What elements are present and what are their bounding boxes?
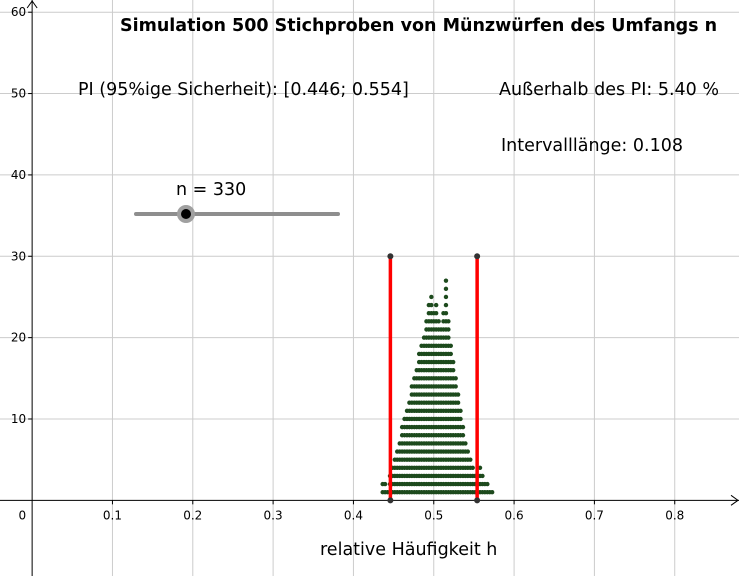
interval-bottom-point-upper — [474, 497, 481, 504]
sample-size-slider[interactable]: n = 330 — [120, 180, 360, 230]
data-point — [480, 473, 485, 479]
y-tick-label: 50 — [11, 87, 26, 101]
data-point — [450, 367, 456, 373]
interval-bottom-point-lower — [387, 497, 394, 504]
interval-top-point-lower — [387, 253, 394, 260]
data-point — [489, 490, 495, 495]
data-point — [450, 359, 456, 365]
data-point — [446, 319, 451, 324]
data-point — [458, 416, 463, 422]
data-point — [470, 465, 475, 470]
x-axis-arrow — [730, 494, 739, 506]
data-point — [443, 286, 449, 292]
data-point — [458, 408, 463, 414]
slider-knob[interactable] — [176, 205, 195, 223]
x-tick-label: 0.7 — [585, 508, 604, 522]
data-point — [448, 351, 453, 357]
outside-interval-text: Außerhalb des PI: 5.40 % — [499, 80, 719, 100]
data-point — [443, 302, 449, 308]
x-tick-label: 0.2 — [183, 508, 202, 522]
y-tick-label: 40 — [11, 168, 26, 182]
chart-title: Simulation 500 Stichproben von Münzwürfe… — [120, 16, 718, 36]
x-tick-label: 0.4 — [344, 508, 363, 522]
y-axis-arrow — [26, 0, 38, 9]
data-point — [453, 376, 458, 381]
histogram-points — [380, 278, 495, 495]
x-tick-label: 0.1 — [103, 508, 122, 522]
data-point — [455, 392, 461, 397]
data-point — [463, 441, 468, 446]
data-point — [436, 319, 441, 324]
data-point — [446, 327, 451, 332]
data-point — [433, 311, 439, 316]
interval-top-point-upper — [474, 253, 481, 260]
data-point — [446, 335, 451, 340]
data-point — [465, 449, 471, 454]
slider-knob-center — [180, 209, 191, 219]
data-point — [448, 343, 453, 348]
prognosis-interval — [387, 253, 481, 504]
prognosis-interval-text: PI (95%ige Sicherheit): [0.446; 0.554] — [78, 80, 409, 100]
data-point — [453, 384, 458, 389]
data-point — [382, 481, 388, 487]
data-point — [455, 400, 461, 405]
x-tick-label: 0.6 — [505, 508, 524, 522]
data-point — [443, 311, 449, 316]
data-point — [460, 424, 466, 430]
origin-label: 0 — [18, 508, 26, 522]
y-tick-label: 30 — [11, 249, 26, 263]
slider-track[interactable] — [134, 212, 340, 216]
tick-labels: 0.1 0.2 0.3 0.4 0.5 0.6 0.7 0.8 10 20 30 40 50 60 0 — [11, 5, 684, 522]
data-point — [460, 433, 466, 438]
y-tick-label: 20 — [11, 331, 26, 345]
data-point — [433, 302, 439, 308]
y-tick-label: 60 — [11, 5, 26, 19]
data-point — [443, 294, 449, 300]
data-point — [477, 465, 483, 470]
data-point — [443, 278, 449, 283]
x-tick-label: 0.3 — [264, 508, 283, 522]
x-tick-label: 0.5 — [424, 508, 443, 522]
data-point — [429, 294, 434, 300]
data-point — [485, 481, 490, 487]
x-axis-label: relative Häufigkeit h — [320, 540, 498, 560]
data-point — [468, 457, 473, 462]
data-point — [429, 302, 434, 308]
x-tick-label: 0.8 — [665, 508, 684, 522]
y-tick-label: 10 — [11, 412, 26, 426]
interval-length-text: Intervalllänge: 0.108 — [501, 136, 683, 156]
slider-caption: n = 330 — [176, 180, 247, 200]
